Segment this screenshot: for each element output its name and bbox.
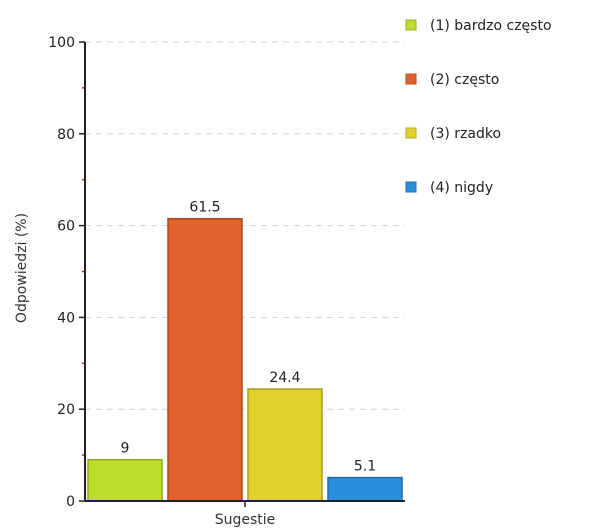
- bar-value-label: 24.4: [269, 370, 300, 386]
- legend-swatch: [405, 181, 417, 193]
- legend-swatch: [405, 127, 417, 139]
- x-axis-title: Sugestie: [215, 512, 276, 528]
- y-tick-label: 80: [57, 127, 75, 143]
- legend-item-4[interactable]: (4) nigdy: [405, 180, 493, 196]
- legend-item-2[interactable]: (2) często: [405, 72, 499, 88]
- legend-swatch: [405, 19, 417, 31]
- legend-label: (4) nigdy: [430, 180, 493, 196]
- grid-lines: [85, 41, 405, 410]
- legend-item-3[interactable]: (3) rzadko: [405, 126, 501, 142]
- bar-4[interactable]: [327, 476, 403, 502]
- bar-3[interactable]: [247, 388, 323, 502]
- bar-value-label: 5.1: [354, 459, 376, 475]
- bar-value-label: 9: [121, 441, 130, 457]
- legend-swatch: [405, 73, 417, 85]
- legend[interactable]: (1) bardzo często (2) często (3) rzadko (4)…: [405, 18, 552, 196]
- y-tick-label: 20: [57, 402, 75, 418]
- legend-label: (3) rzadko: [430, 126, 501, 142]
- y-tick-label: 60: [57, 219, 75, 235]
- bar-1[interactable]: [87, 458, 163, 502]
- bar-2[interactable]: [167, 217, 243, 502]
- data-labels: 9 61.5 24.4 5.1: [121, 200, 377, 475]
- bar-value-label: 61.5: [189, 200, 220, 216]
- y-tick-label: 100: [48, 35, 75, 51]
- legend-item-1[interactable]: (1) bardzo często: [405, 18, 552, 34]
- y-axis-title: Odpowiedzi (%): [14, 213, 30, 323]
- y-axis-ticks: 0 20 40 60 80 100: [48, 35, 85, 510]
- axes: [84, 42, 405, 507]
- y-tick-label: 0: [66, 494, 75, 510]
- legend-label: (1) bardzo często: [430, 18, 552, 34]
- y-tick-label: 40: [57, 310, 75, 326]
- legend-label: (2) często: [430, 72, 499, 88]
